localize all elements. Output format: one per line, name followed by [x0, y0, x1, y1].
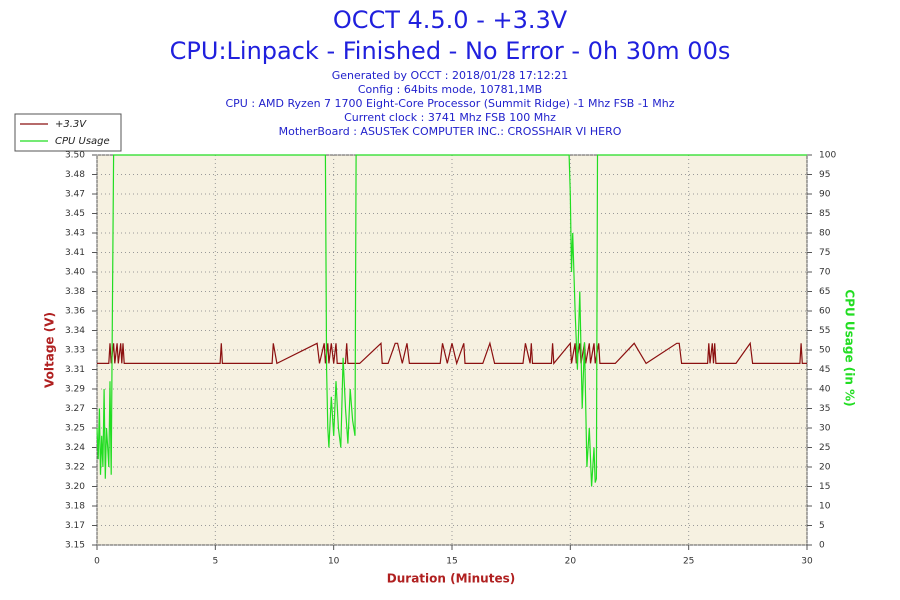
x-tick-label: 5: [212, 557, 218, 567]
x-tick-label: 0: [94, 557, 100, 567]
y-tick-label: 3.27: [65, 404, 85, 414]
y-tick-label: 3.18: [65, 502, 85, 512]
y-tick-label: 3.17: [65, 521, 85, 531]
chart-title: OCCT 4.5.0 - +3.3V: [333, 6, 568, 34]
x-tick-label: 30: [801, 557, 813, 567]
y-tick-label: 3.50: [65, 151, 85, 161]
y2-tick-label: 25: [819, 443, 830, 453]
y-tick-label: 3.25: [65, 424, 85, 434]
x-axis-label: Duration (Minutes): [387, 572, 515, 586]
info-line: Generated by OCCT : 2018/01/28 17:12:21: [332, 69, 569, 82]
x-tick-label: 10: [328, 557, 340, 567]
y2-tick-label: 35: [819, 404, 830, 414]
chart-subtitle: CPU:Linpack - Finished - No Error - 0h 3…: [170, 37, 731, 65]
x-tick-label: 15: [446, 557, 457, 567]
y-tick-label: 3.41: [65, 248, 85, 258]
info-line: Current clock : 3741 Mhz FSB 100 Mhz: [344, 111, 556, 124]
x-tick-label: 20: [565, 557, 577, 567]
y2-tick-label: 95: [819, 170, 830, 180]
y2-tick-label: 40: [819, 385, 831, 395]
y-tick-label: 3.29: [65, 385, 85, 395]
y-tick-label: 3.45: [65, 209, 85, 219]
y2-tick-label: 60: [819, 307, 831, 317]
y2-tick-label: 75: [819, 248, 830, 258]
y-tick-label: 3.15: [65, 541, 85, 551]
info-line: Config : 64bits mode, 10781,1MB: [358, 83, 542, 96]
y-tick-label: 3.40: [65, 268, 85, 278]
y-tick-label: 3.33: [65, 346, 85, 356]
series-line: [96, 154, 807, 487]
info-line: MotherBoard : ASUSTeK COMPUTER INC.: CRO…: [279, 125, 622, 138]
y2-tick-label: 10: [819, 502, 831, 512]
y-tick-label: 3.34: [65, 326, 85, 336]
y2-tick-label: 45: [819, 365, 830, 375]
y-tick-label: 3.36: [65, 307, 85, 317]
y-tick-label: 3.20: [65, 482, 85, 492]
y2-tick-label: 65: [819, 287, 830, 297]
y2-tick-label: 5: [819, 521, 825, 531]
y2-axis-label: CPU Usage (in %): [843, 289, 857, 406]
y2-tick-label: 15: [819, 482, 830, 492]
y2-tick-label: 100: [819, 151, 836, 161]
legend-label: +3.3V: [55, 119, 87, 130]
y-tick-label: 3.24: [65, 443, 85, 453]
plot-area: [96, 154, 808, 546]
y-tick-label: 3.43: [65, 229, 85, 239]
series-line: [97, 341, 807, 366]
y2-tick-label: 0: [819, 541, 825, 551]
y-axis-label: Voltage (V): [43, 312, 57, 388]
y2-tick-label: 80: [819, 229, 831, 239]
legend: [14, 113, 122, 152]
y2-tick-label: 70: [819, 268, 831, 278]
y2-tick-label: 30: [819, 424, 831, 434]
y2-tick-label: 85: [819, 209, 830, 219]
y-tick-label: 3.38: [65, 287, 85, 297]
y2-tick-label: 20: [819, 463, 831, 473]
x-tick-label: 25: [683, 557, 694, 567]
y-tick-label: 3.31: [65, 365, 85, 375]
y-tick-label: 3.22: [65, 463, 85, 473]
info-line: CPU : AMD Ryzen 7 1700 Eight-Core Proces…: [225, 97, 674, 110]
y2-tick-label: 90: [819, 190, 831, 200]
y-tick-label: 3.48: [65, 170, 85, 180]
y2-tick-label: 55: [819, 326, 830, 336]
y2-tick-label: 50: [819, 346, 831, 356]
y-tick-label: 3.47: [65, 190, 85, 200]
legend-label: CPU Usage: [55, 136, 110, 147]
